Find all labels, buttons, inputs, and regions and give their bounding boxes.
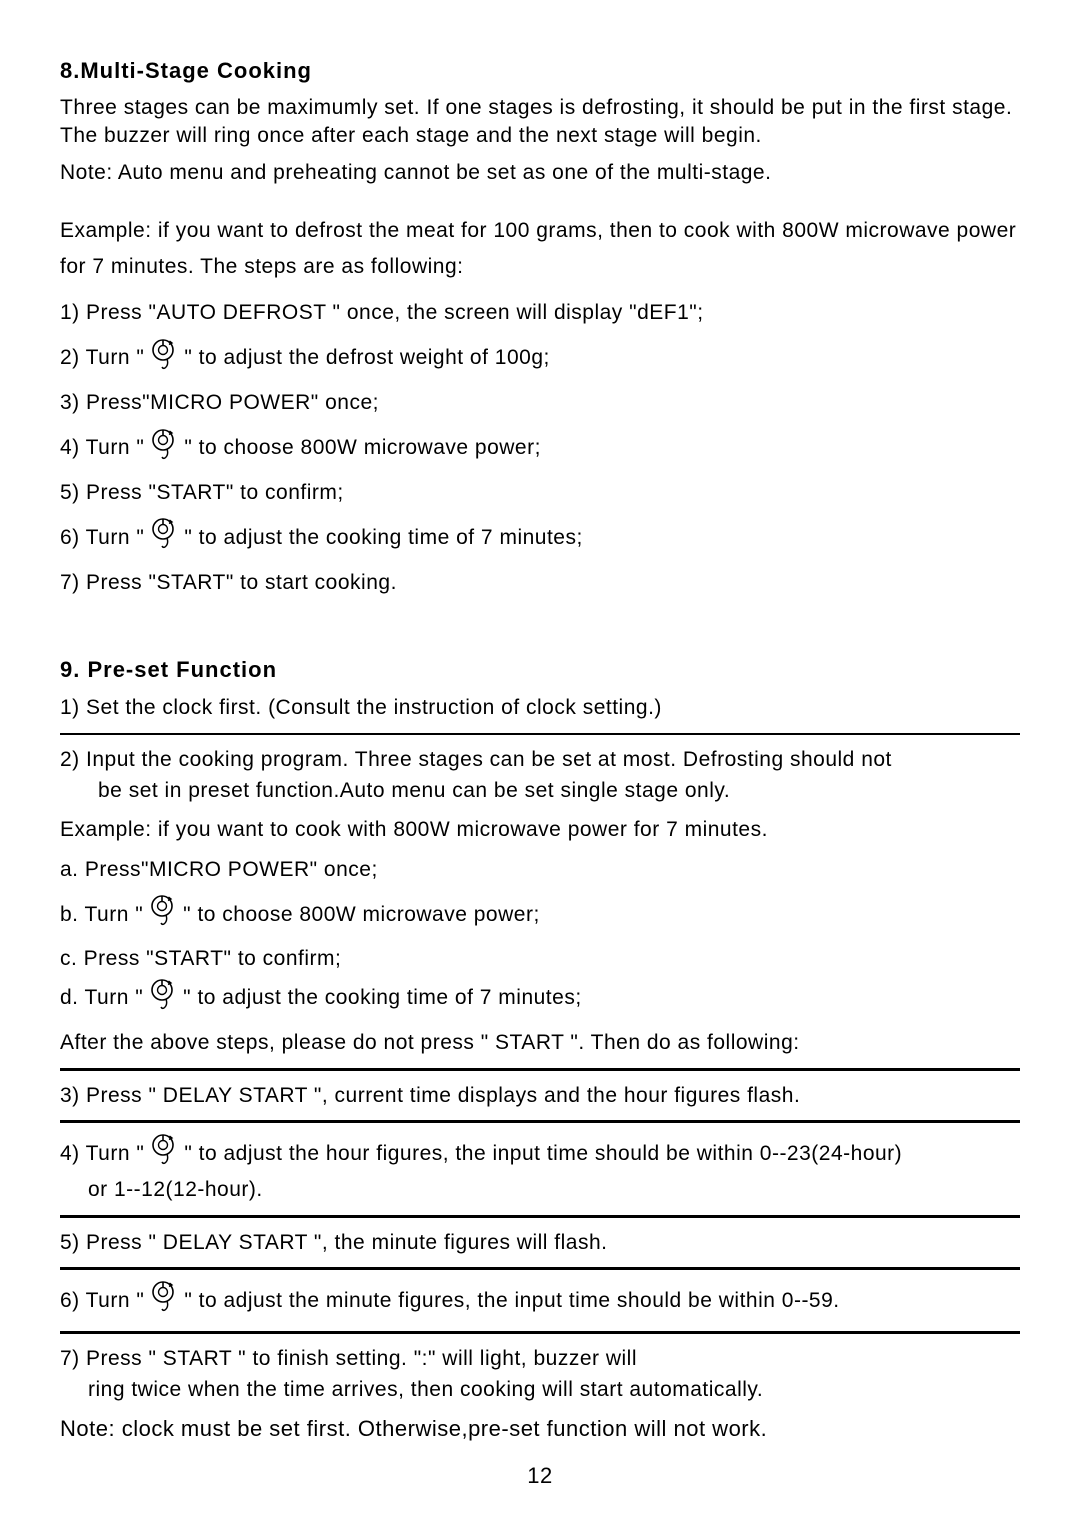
section-9-after: After the above steps, please do not pre…	[60, 1028, 1020, 1057]
section-9-step-1: 1) Set the clock first. (Consult the ins…	[60, 693, 1020, 722]
step-text: 6) Turn "	[60, 1286, 144, 1315]
section-9-step-7-cont: ring twice when the time arrives, then c…	[60, 1375, 1020, 1404]
knob-icon	[149, 894, 177, 934]
step-text: " to adjust the defrost weight of 100g;	[184, 343, 550, 372]
section-9-step-a: a. Press"MICRO POWER" once;	[60, 855, 1020, 884]
divider	[60, 1215, 1020, 1218]
step-text: " to adjust the cooking time of 7 minute…	[183, 983, 582, 1012]
knob-icon	[150, 1133, 178, 1173]
section-9-step-b: b. Turn " " to choose 800W microwave pow…	[60, 894, 1020, 934]
section-9-step-c: c. Press "START" to confirm;	[60, 944, 1020, 973]
knob-icon	[150, 1280, 178, 1320]
section-9-step-7: 7) Press " START " to finish setting. ":…	[60, 1344, 1020, 1373]
section-8-step-3: 3) Press"MICRO POWER" once;	[60, 388, 1020, 417]
section-9-step-4-cont: or 1--12(12-hour).	[60, 1175, 1020, 1204]
divider	[60, 1068, 1020, 1071]
section-8-step-5: 5) Press "START" to confirm;	[60, 478, 1020, 507]
knob-icon	[149, 978, 177, 1018]
section-8-step-7: 7) Press "START" to start cooking.	[60, 568, 1020, 597]
divider	[60, 733, 1020, 735]
section-8-step-2: 2) Turn " " to adjust the defrost weight…	[60, 338, 1020, 378]
section-9-step-6: 6) Turn " " to adjust the minute figures…	[60, 1280, 1020, 1320]
step-text: " to adjust the hour figures, the input …	[184, 1139, 902, 1168]
step-text: b. Turn "	[60, 900, 143, 929]
section-9-step-4: 4) Turn " " to adjust the hour figures, …	[60, 1133, 1020, 1173]
step-text: d. Turn "	[60, 983, 143, 1012]
page-number: 12	[60, 1463, 1020, 1489]
section-9-step-5: 5) Press " DELAY START ", the minute fig…	[60, 1228, 1020, 1257]
section-9-step-2: 2) Input the cooking program. Three stag…	[60, 745, 1020, 774]
step-text: " to adjust the cooking time of 7 minute…	[184, 523, 583, 552]
section-9-note: Note: clock must be set first. Otherwise…	[60, 1414, 1020, 1445]
section-9-example: Example: if you want to cook with 800W m…	[60, 815, 1020, 844]
step-text: " to choose 800W microwave power;	[183, 900, 540, 929]
knob-icon	[150, 517, 178, 557]
knob-icon	[150, 428, 178, 468]
section-8-heading: 8.Multi-Stage Cooking	[60, 58, 1020, 84]
section-9-step-3: 3) Press " DELAY START ", current time d…	[60, 1081, 1020, 1110]
step-text: 6) Turn "	[60, 523, 144, 552]
section-9-step-d: d. Turn " " to adjust the cooking time o…	[60, 978, 1020, 1018]
section-9-step-2-cont: be set in preset function.Auto menu can …	[60, 776, 1020, 805]
section-8-step-6: 6) Turn " " to adjust the cooking time o…	[60, 517, 1020, 557]
section-9-heading: 9. Pre-set Function	[60, 657, 1020, 683]
step-text: 4) Turn "	[60, 1139, 144, 1168]
section-8-step-1: 1) Press "AUTO DEFROST " once, the scree…	[60, 298, 1020, 327]
divider	[60, 1267, 1020, 1270]
section-8-example: Example: if you want to defrost the meat…	[60, 213, 1020, 284]
divider	[60, 1331, 1020, 1334]
section-8-step-4: 4) Turn " " to choose 800W microwave pow…	[60, 428, 1020, 468]
step-text: " to choose 800W microwave power;	[184, 433, 541, 462]
section-8-intro-1: Three stages can be maximumly set. If on…	[60, 94, 1020, 151]
divider	[60, 1120, 1020, 1123]
step-text: " to adjust the minute figures, the inpu…	[184, 1286, 839, 1315]
section-8-intro-2: Note: Auto menu and preheating cannot be…	[60, 159, 1020, 187]
knob-icon	[150, 338, 178, 378]
step-text: 4) Turn "	[60, 433, 144, 462]
step-text: 2) Turn "	[60, 343, 144, 372]
